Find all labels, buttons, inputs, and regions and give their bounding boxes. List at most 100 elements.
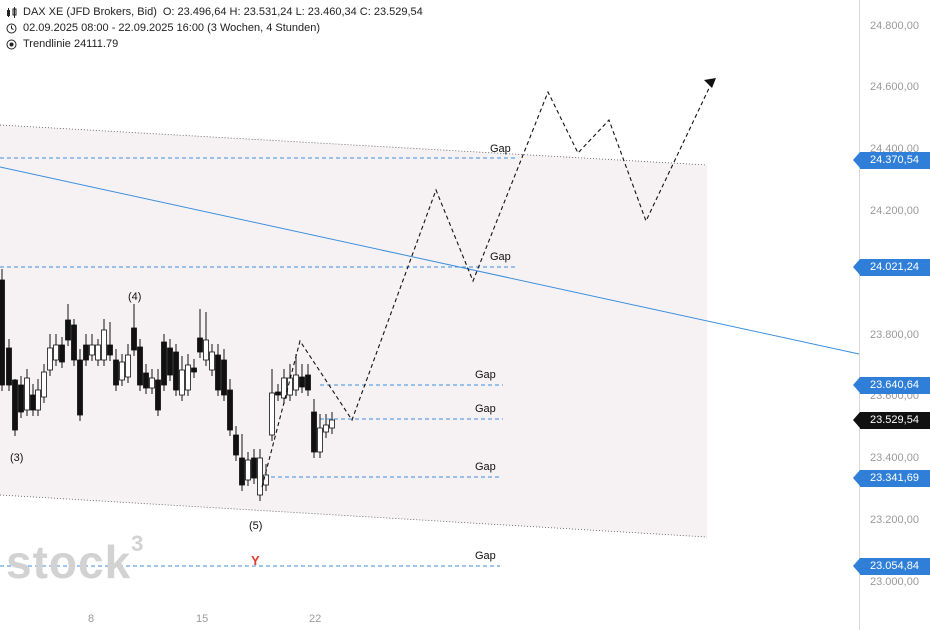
candle-body <box>6 347 12 386</box>
ohlc-values: O: 23.496,64 H: 23.531,24 L: 23.460,34 C… <box>162 6 423 18</box>
price-tag-gap-top: 24.370,54 <box>853 152 930 169</box>
candle-body <box>323 424 329 433</box>
trendline-target-icon <box>6 39 17 50</box>
trend-channel <box>0 125 707 537</box>
candle-body <box>197 337 203 353</box>
y-tick: 23.800,00 <box>870 329 919 341</box>
candle-body <box>185 364 191 391</box>
header-range-row: 02.09.2025 08:00 - 22.09.2025 16:00 (3 W… <box>6 22 320 34</box>
candle-body <box>119 361 125 381</box>
instrument-title: DAX XE (JFD Brokers, Bid) <box>23 6 157 18</box>
candle-body <box>245 459 251 481</box>
trendline[interactable] <box>0 166 860 355</box>
candle-body <box>24 377 30 411</box>
candle-body <box>0 279 5 386</box>
candle-body <box>89 344 95 356</box>
candle-body <box>167 347 173 376</box>
candle-body <box>143 372 149 389</box>
candle-body <box>41 371 47 398</box>
candle-body <box>329 419 335 429</box>
price-tag-gap-lower: 23.341,69 <box>853 470 930 487</box>
candle-body <box>53 344 59 361</box>
gap-label: Gap <box>490 251 511 263</box>
candle-body <box>251 457 257 479</box>
wave-marker-y: Y <box>251 553 260 568</box>
candlestick-icon <box>6 6 17 18</box>
gap-label: Gap <box>475 403 496 415</box>
price-tag-gap-middle: 23.640,64 <box>853 377 930 394</box>
candle-body <box>275 391 281 396</box>
candle-body <box>233 434 239 456</box>
gap-label: Gap <box>475 369 496 381</box>
axis-separator <box>859 0 860 630</box>
candle-body <box>83 344 89 361</box>
candle-body <box>131 327 137 351</box>
y-tick: 23.200,00 <box>870 514 919 526</box>
candle-body <box>71 324 77 361</box>
wave-label-3: (3) <box>10 452 24 464</box>
candle-body <box>191 367 197 373</box>
candle-body <box>18 384 24 413</box>
candle-body <box>293 374 299 391</box>
candle-body <box>65 319 71 341</box>
y-tick: 24.600,00 <box>870 81 919 93</box>
price-tag-gap-bottom: 23.054,84 <box>853 558 930 575</box>
candle-body <box>221 359 227 396</box>
header-trendline-row[interactable]: Trendlinie 24111.79 <box>6 38 118 50</box>
gap-label: Gap <box>475 550 496 562</box>
gap-label: Gap <box>475 461 496 473</box>
candle-body <box>287 377 293 396</box>
candle-body <box>149 377 155 389</box>
candle-body <box>155 379 161 411</box>
candle-body <box>59 344 65 363</box>
clock-icon <box>6 23 17 34</box>
forecast-arrowhead <box>704 78 716 88</box>
forecast-path <box>261 81 713 488</box>
candle-body <box>95 344 101 361</box>
candle-body <box>215 354 221 391</box>
candle-body <box>311 411 317 453</box>
candle-body <box>209 351 215 371</box>
candle-body <box>161 341 167 386</box>
x-tick: 22 <box>309 613 322 625</box>
candle-body <box>173 351 179 391</box>
candle-body <box>101 329 107 361</box>
candle-body <box>35 389 41 411</box>
header-instrument-row: DAX XE (JFD Brokers, Bid) O: 23.496,64 H… <box>6 6 423 18</box>
wave-label-5: (5) <box>249 520 263 532</box>
candle-body <box>125 354 131 378</box>
candle-body <box>107 344 113 356</box>
price-tag-gap-upper: 24.021,24 <box>853 259 930 276</box>
x-tick: 8 <box>88 613 95 625</box>
y-tick: 24.800,00 <box>870 20 919 32</box>
candle-body <box>12 379 18 431</box>
candle-body <box>257 457 263 496</box>
x-tick: 15 <box>196 613 209 625</box>
candle-body <box>305 374 311 391</box>
candle-body <box>269 392 275 436</box>
stock3-logo: stock3 <box>6 531 145 588</box>
wave-label-4: (4) <box>128 291 142 303</box>
y-tick: 24.200,00 <box>870 205 919 217</box>
channel-bottom-line <box>0 494 708 538</box>
candle-body <box>281 377 287 399</box>
candle-body <box>299 376 305 388</box>
candle-body <box>30 394 36 411</box>
candle-body <box>137 346 143 386</box>
gap-label: Gap <box>490 143 511 155</box>
channel-top-line <box>0 124 708 166</box>
price-tag-current: 23.529,54 <box>853 412 930 429</box>
candle-body <box>77 359 83 416</box>
y-tick: 23.000,00 <box>870 576 919 588</box>
candle-body <box>239 457 245 486</box>
candle-body <box>317 427 323 453</box>
candle-body <box>47 347 53 371</box>
date-range: 02.09.2025 08:00 - 22.09.2025 16:00 (3 W… <box>23 22 321 34</box>
y-tick: 23.400,00 <box>870 452 919 464</box>
candle-body <box>179 369 185 396</box>
candle-body <box>227 389 233 431</box>
candle-body <box>113 359 119 386</box>
trendline-value: Trendlinie 24111.79 <box>23 38 119 50</box>
candle-body <box>203 339 209 361</box>
